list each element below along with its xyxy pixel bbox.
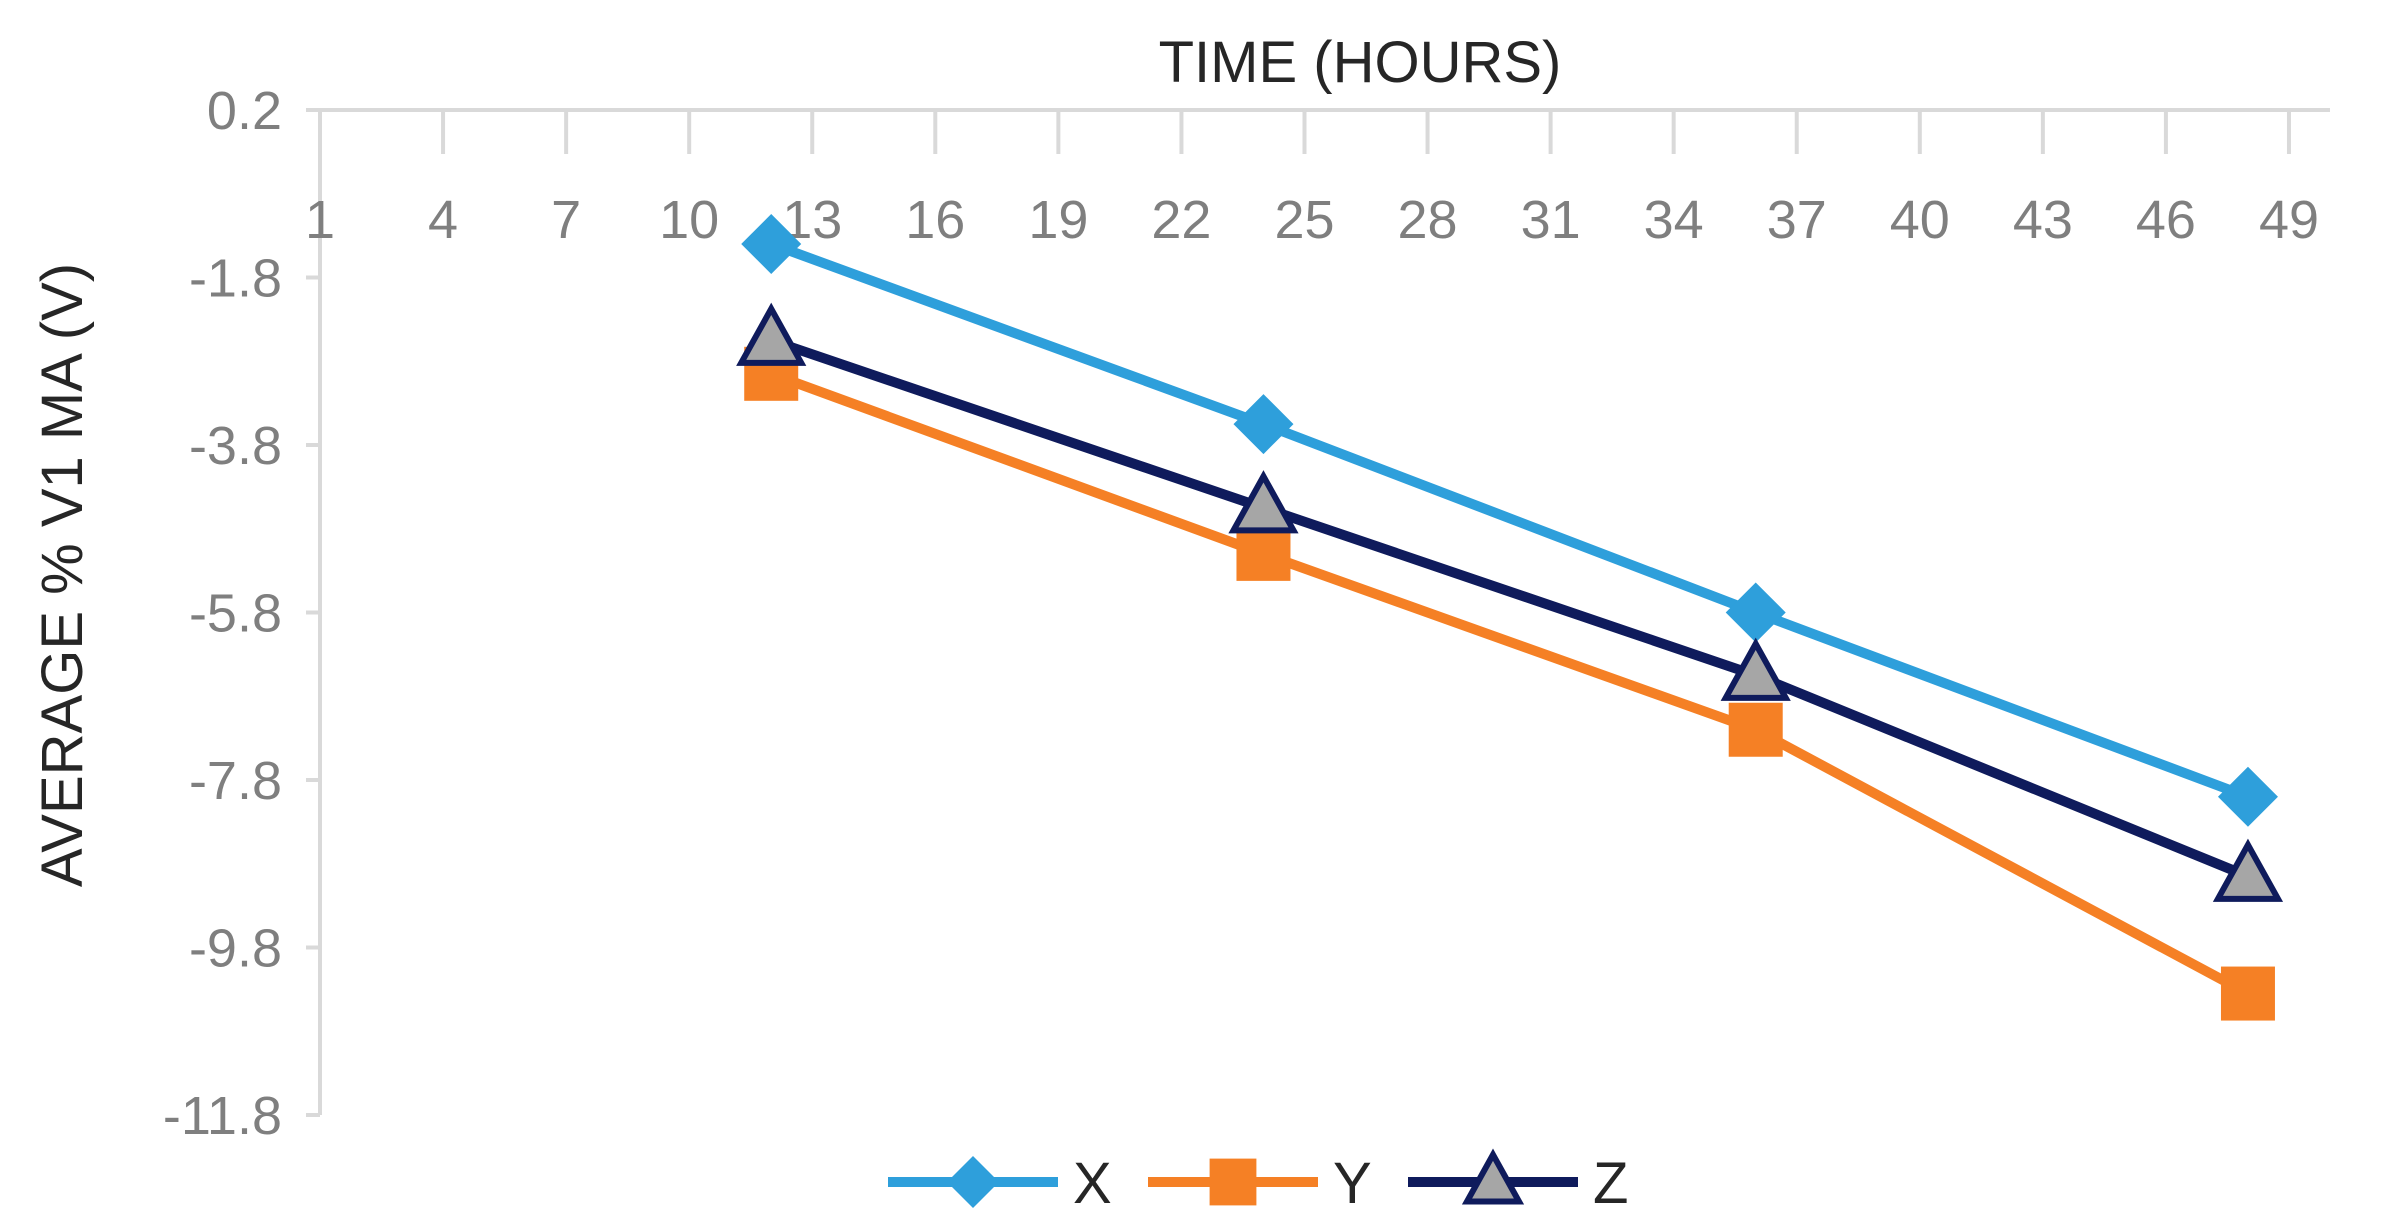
- legend-label: Z: [1593, 1151, 1628, 1216]
- x-tick-label: 4: [428, 190, 458, 250]
- legend-item-y: Y: [1148, 1151, 1372, 1216]
- data-point-x: [1725, 582, 1786, 643]
- data-point-z: [1228, 470, 1299, 534]
- data-point-x: [741, 214, 802, 274]
- x-tick-label: 22: [1151, 190, 1211, 250]
- legend-label: Y: [1333, 1151, 1372, 1216]
- y-tick-label: -11.8: [163, 1086, 282, 1146]
- series-y: [744, 346, 2275, 1021]
- legend-item-z: Z: [1408, 1148, 1628, 1216]
- legend-marker: [1209, 1158, 1257, 1206]
- series-line-y: [769, 369, 2251, 998]
- legend-marker: [947, 1156, 999, 1208]
- y-axis: 0.2 -1.8 -3.8 -5.8 -7.8 -9.8 -11.8: [163, 81, 322, 1146]
- x-tick-label: 34: [1644, 190, 1704, 250]
- x-tick-label: 19: [1028, 190, 1088, 250]
- data-point-y: [2220, 966, 2275, 1021]
- y-tick-label: 0.2: [207, 81, 282, 141]
- x-tick-label: 49: [2259, 190, 2319, 250]
- data-point-y: [1728, 702, 1783, 757]
- x-tick-label: 40: [1890, 190, 1950, 250]
- x-tick-label: 16: [905, 190, 965, 250]
- data-point-z: [1720, 637, 1791, 701]
- x-tick-label: 43: [2013, 190, 2073, 250]
- data-point-z: [2212, 838, 2284, 902]
- data-point-x: [1233, 394, 1294, 455]
- data-point-y: [1236, 526, 1291, 581]
- x-tick-label: 7: [551, 190, 581, 250]
- x-tick-label: 28: [1398, 190, 1458, 250]
- x-axis: 1 4 7 10 13 16 19 22 25 28 31 34 37 40 43 46 49: [305, 108, 2330, 250]
- legend-item-x: X: [888, 1151, 1112, 1216]
- y-tick-label: -5.8: [189, 584, 282, 644]
- y-tick-label: -3.8: [189, 416, 282, 476]
- x-tick-label: 46: [2136, 190, 2196, 250]
- x-tick-label: 37: [1767, 190, 1827, 250]
- series-layer: [736, 214, 2284, 1021]
- series-z: [736, 302, 2284, 902]
- x-axis-title: TIME (HOURS): [1159, 30, 1562, 95]
- legend: X Y Z: [888, 1148, 1628, 1216]
- y-tick-label: -9.8: [189, 919, 282, 979]
- x-tick-label: 1: [305, 190, 335, 250]
- x-tick-label: 25: [1274, 190, 1334, 250]
- data-point-z: [736, 302, 807, 366]
- legend-label: X: [1073, 1151, 1112, 1216]
- series-line-x: [769, 239, 2250, 802]
- y-axis-title: AVERAGE % V1 MA (V): [30, 263, 95, 887]
- y-tick-label: -1.8: [189, 249, 282, 309]
- legend-marker: [1461, 1148, 1525, 1205]
- x-tick-label: 10: [659, 190, 719, 250]
- series-x: [741, 214, 2278, 827]
- data-point-x: [2217, 766, 2278, 827]
- series-line-z: [769, 335, 2250, 881]
- y-tick-label: -7.8: [189, 751, 282, 811]
- x-tick-label: 31: [1521, 190, 1581, 250]
